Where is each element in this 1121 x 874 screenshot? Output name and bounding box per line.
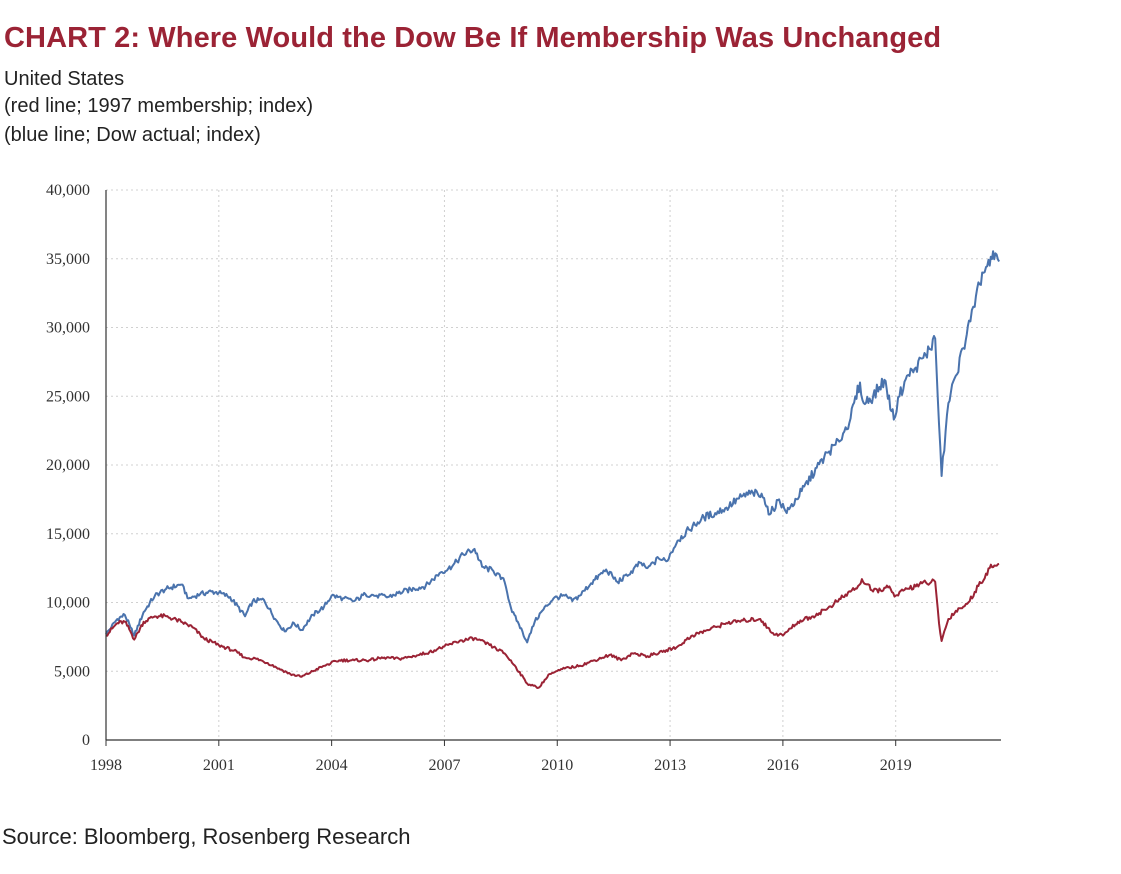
y-tick-label: 15,000 bbox=[46, 526, 90, 543]
y-tick-label: 35,000 bbox=[46, 251, 90, 268]
source-note: Source: Bloomberg, Rosenberg Research bbox=[2, 824, 411, 849]
y-tick-label: 5,000 bbox=[54, 663, 90, 680]
x-tick-label: 2007 bbox=[428, 757, 460, 774]
chart-title: CHART 2: Where Would the Dow Be If Membe… bbox=[4, 22, 942, 54]
x-tick-label: 2004 bbox=[316, 757, 348, 774]
y-tick-label: 20,000 bbox=[46, 457, 90, 474]
y-tick-label: 40,000 bbox=[46, 182, 90, 199]
x-tick-label: 2019 bbox=[880, 757, 912, 774]
series-layer bbox=[105, 250, 1000, 689]
axes: 0 5,000 10,000 15,000 20,000 25,000 30,000 35,0… bbox=[46, 182, 1001, 774]
series-line-blue bbox=[105, 250, 1000, 644]
grid bbox=[106, 189, 1001, 740]
y-tick-label: 25,000 bbox=[46, 388, 90, 405]
x-tick-label: 1998 bbox=[90, 757, 122, 774]
x-tick-label: 2010 bbox=[541, 757, 573, 774]
y-tick-label: 0 bbox=[82, 732, 90, 749]
series-line-red bbox=[105, 563, 1000, 689]
subtitle-blue-line: (blue line; Dow actual; index) bbox=[4, 124, 261, 146]
y-tick-label: 10,000 bbox=[46, 595, 90, 612]
subtitle-country: United States bbox=[4, 68, 125, 90]
y-tick-label: 30,000 bbox=[46, 320, 90, 337]
x-tick-label: 2001 bbox=[203, 757, 235, 774]
subtitle-red-line: (red line; 1997 membership; index) bbox=[4, 95, 314, 117]
x-tick-label: 2013 bbox=[654, 757, 686, 774]
x-tick-label: 2016 bbox=[767, 757, 799, 774]
